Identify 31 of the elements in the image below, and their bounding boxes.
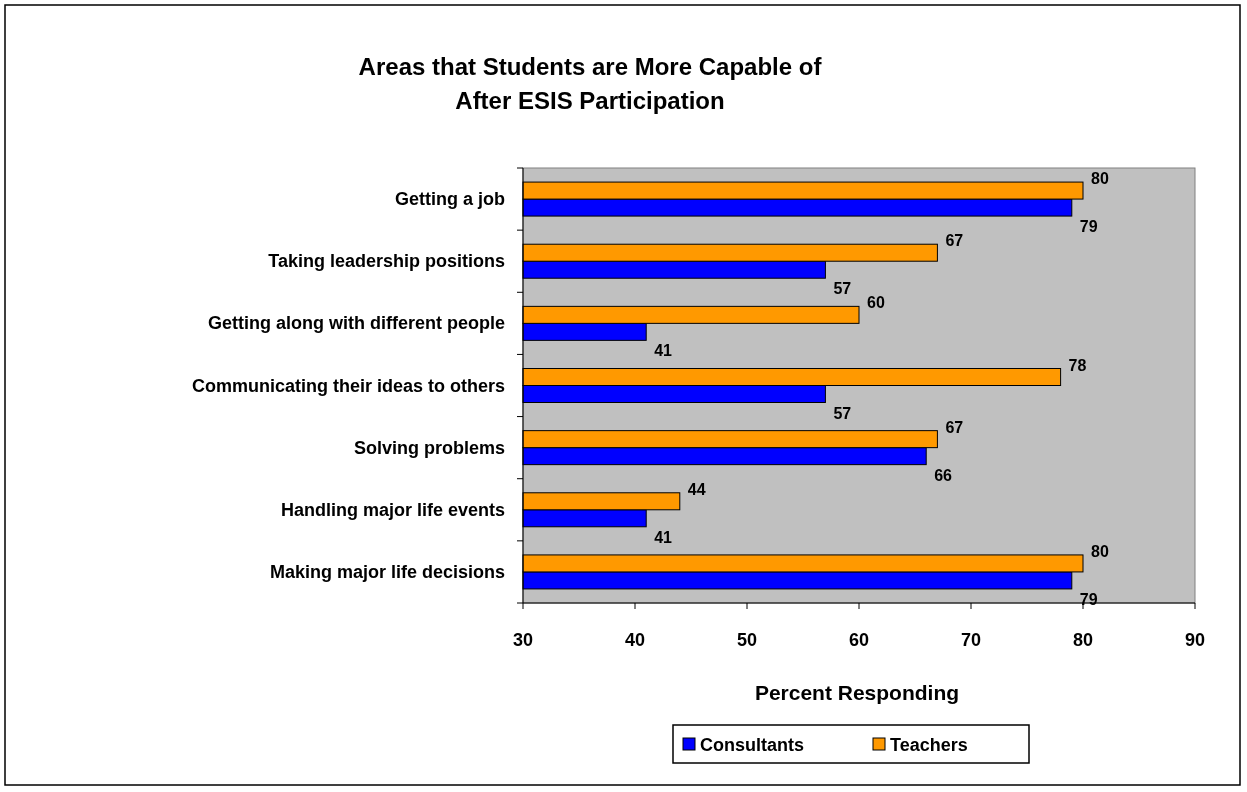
y-tick-label: Communicating their ideas to others xyxy=(191,375,505,396)
data-label: 78 xyxy=(1068,356,1087,374)
legend-label: Teachers xyxy=(890,735,968,755)
x-tick-label: 70 xyxy=(960,630,982,650)
data-label: 80 xyxy=(1091,542,1109,560)
y-tick-label: Solving problems xyxy=(353,437,505,458)
x-tick-label: 80 xyxy=(1072,630,1094,650)
y-tick-label: Handling major life events xyxy=(280,499,505,520)
data-label: 60 xyxy=(867,294,885,312)
data-label: 57 xyxy=(833,404,852,422)
x-tick-label: 40 xyxy=(624,630,646,650)
data-label: 41 xyxy=(654,528,673,546)
data-label: 41 xyxy=(654,342,673,360)
data-label: 66 xyxy=(934,466,953,484)
x-tick-label: 90 xyxy=(1184,630,1206,650)
x-tick-label: 60 xyxy=(848,630,870,650)
data-label: 44 xyxy=(687,480,706,498)
data-label: 67 xyxy=(945,418,964,436)
data-label: 79 xyxy=(1079,218,1098,236)
x-tick-label: 30 xyxy=(512,630,534,650)
x-tick-label: 50 xyxy=(736,630,758,650)
data-label: 57 xyxy=(833,280,852,298)
chart-title: Areas that Students are More Capable of After ESIS Participation xyxy=(358,53,823,114)
y-tick-label: Getting along with different people xyxy=(208,313,505,334)
legend-label: Consultants xyxy=(700,735,805,755)
x-axis-title: Percent Responding xyxy=(754,681,960,704)
y-tick-label: Taking leadership positions xyxy=(268,251,505,272)
y-tick-label: Getting a job xyxy=(395,189,505,210)
data-label: 67 xyxy=(945,232,964,250)
data-label: 80 xyxy=(1091,170,1109,188)
y-tick-label: Making major life decisions xyxy=(269,561,505,582)
